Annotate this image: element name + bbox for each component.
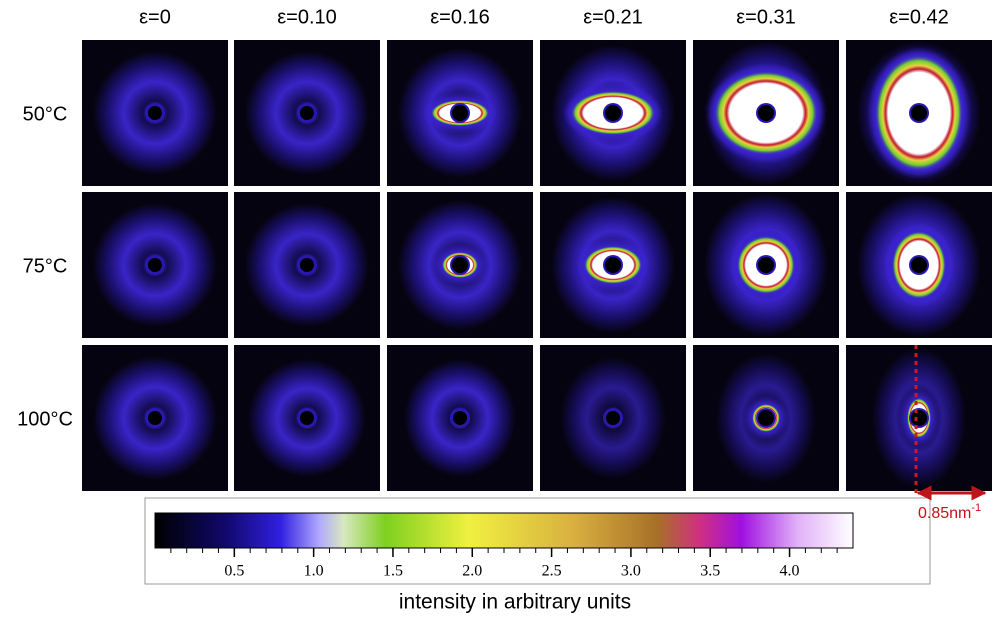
column-label: ε=0.42 — [889, 6, 949, 28]
colorbar-tick-label: 2.0 — [462, 563, 482, 580]
scattering-pattern — [540, 40, 686, 186]
scattering-pattern — [846, 40, 992, 186]
scattering-pattern — [234, 192, 380, 338]
figure: 0.5 1.0 1.5 2.0 2.5 3.0 3.5 4.0 intensity in ar… — [0, 0, 997, 616]
scattering-pattern — [693, 192, 839, 338]
scattering-pattern — [82, 345, 228, 491]
beamstop — [452, 257, 468, 273]
scattering-pattern — [387, 345, 533, 491]
scattering-pattern — [540, 192, 686, 338]
scale-text: 0.85nm — [918, 505, 971, 522]
beamstop — [148, 411, 162, 425]
beamstop — [606, 411, 620, 425]
colorbar-tick-label: 1.5 — [383, 563, 403, 580]
scattering-pattern — [387, 40, 533, 186]
column-label: ε=0.10 — [277, 6, 337, 28]
colorbar — [155, 513, 853, 548]
colorbar-tick-label: 4.0 — [780, 563, 800, 580]
colorbar-tick-label: 3.5 — [700, 563, 720, 580]
scattering-pattern — [846, 345, 992, 491]
column-label: ε=0 — [139, 6, 171, 28]
beamstop — [148, 106, 162, 120]
beamstop — [911, 105, 927, 121]
colorbar-label: intensity in arbitrary units — [399, 591, 631, 614]
scattering-pattern — [82, 40, 228, 186]
colorbar-tick-label: 2.5 — [542, 563, 562, 580]
scattering-pattern — [846, 192, 992, 338]
scattering-pattern — [234, 40, 380, 186]
scale-label: 0.85nm-1 — [918, 502, 981, 522]
scale-superscript: -1 — [971, 502, 981, 514]
beamstop — [148, 258, 162, 272]
row-label: 50°C — [23, 103, 68, 125]
beamstop — [758, 410, 774, 426]
scattering-pattern — [693, 40, 839, 186]
beamstop — [453, 411, 467, 425]
scattering-pattern — [234, 345, 380, 491]
colorbar-tick-label: 3.0 — [621, 563, 641, 580]
beamstop — [605, 257, 621, 273]
column-label: ε=0.31 — [736, 6, 796, 28]
column-label: ε=0.21 — [583, 6, 643, 28]
beamstop — [300, 411, 314, 425]
scattering-pattern — [540, 345, 686, 491]
scattering-pattern — [82, 192, 228, 338]
beamstop — [300, 106, 314, 120]
column-label: ε=0.16 — [430, 6, 490, 28]
row-label: 75°C — [23, 255, 68, 277]
colorbar-tick-label: 0.5 — [224, 563, 244, 580]
beamstop — [758, 257, 774, 273]
scattering-pattern — [387, 192, 533, 338]
beamstop — [911, 257, 927, 273]
beamstop — [605, 105, 621, 121]
beamstop — [758, 105, 774, 121]
beamstop — [452, 105, 468, 121]
colorbar-tick-label: 1.0 — [304, 563, 324, 580]
row-label: 100°C — [17, 408, 73, 430]
beamstop — [911, 410, 927, 426]
beamstop — [300, 258, 314, 272]
panel-grid — [82, 40, 992, 491]
scattering-pattern — [693, 345, 839, 491]
